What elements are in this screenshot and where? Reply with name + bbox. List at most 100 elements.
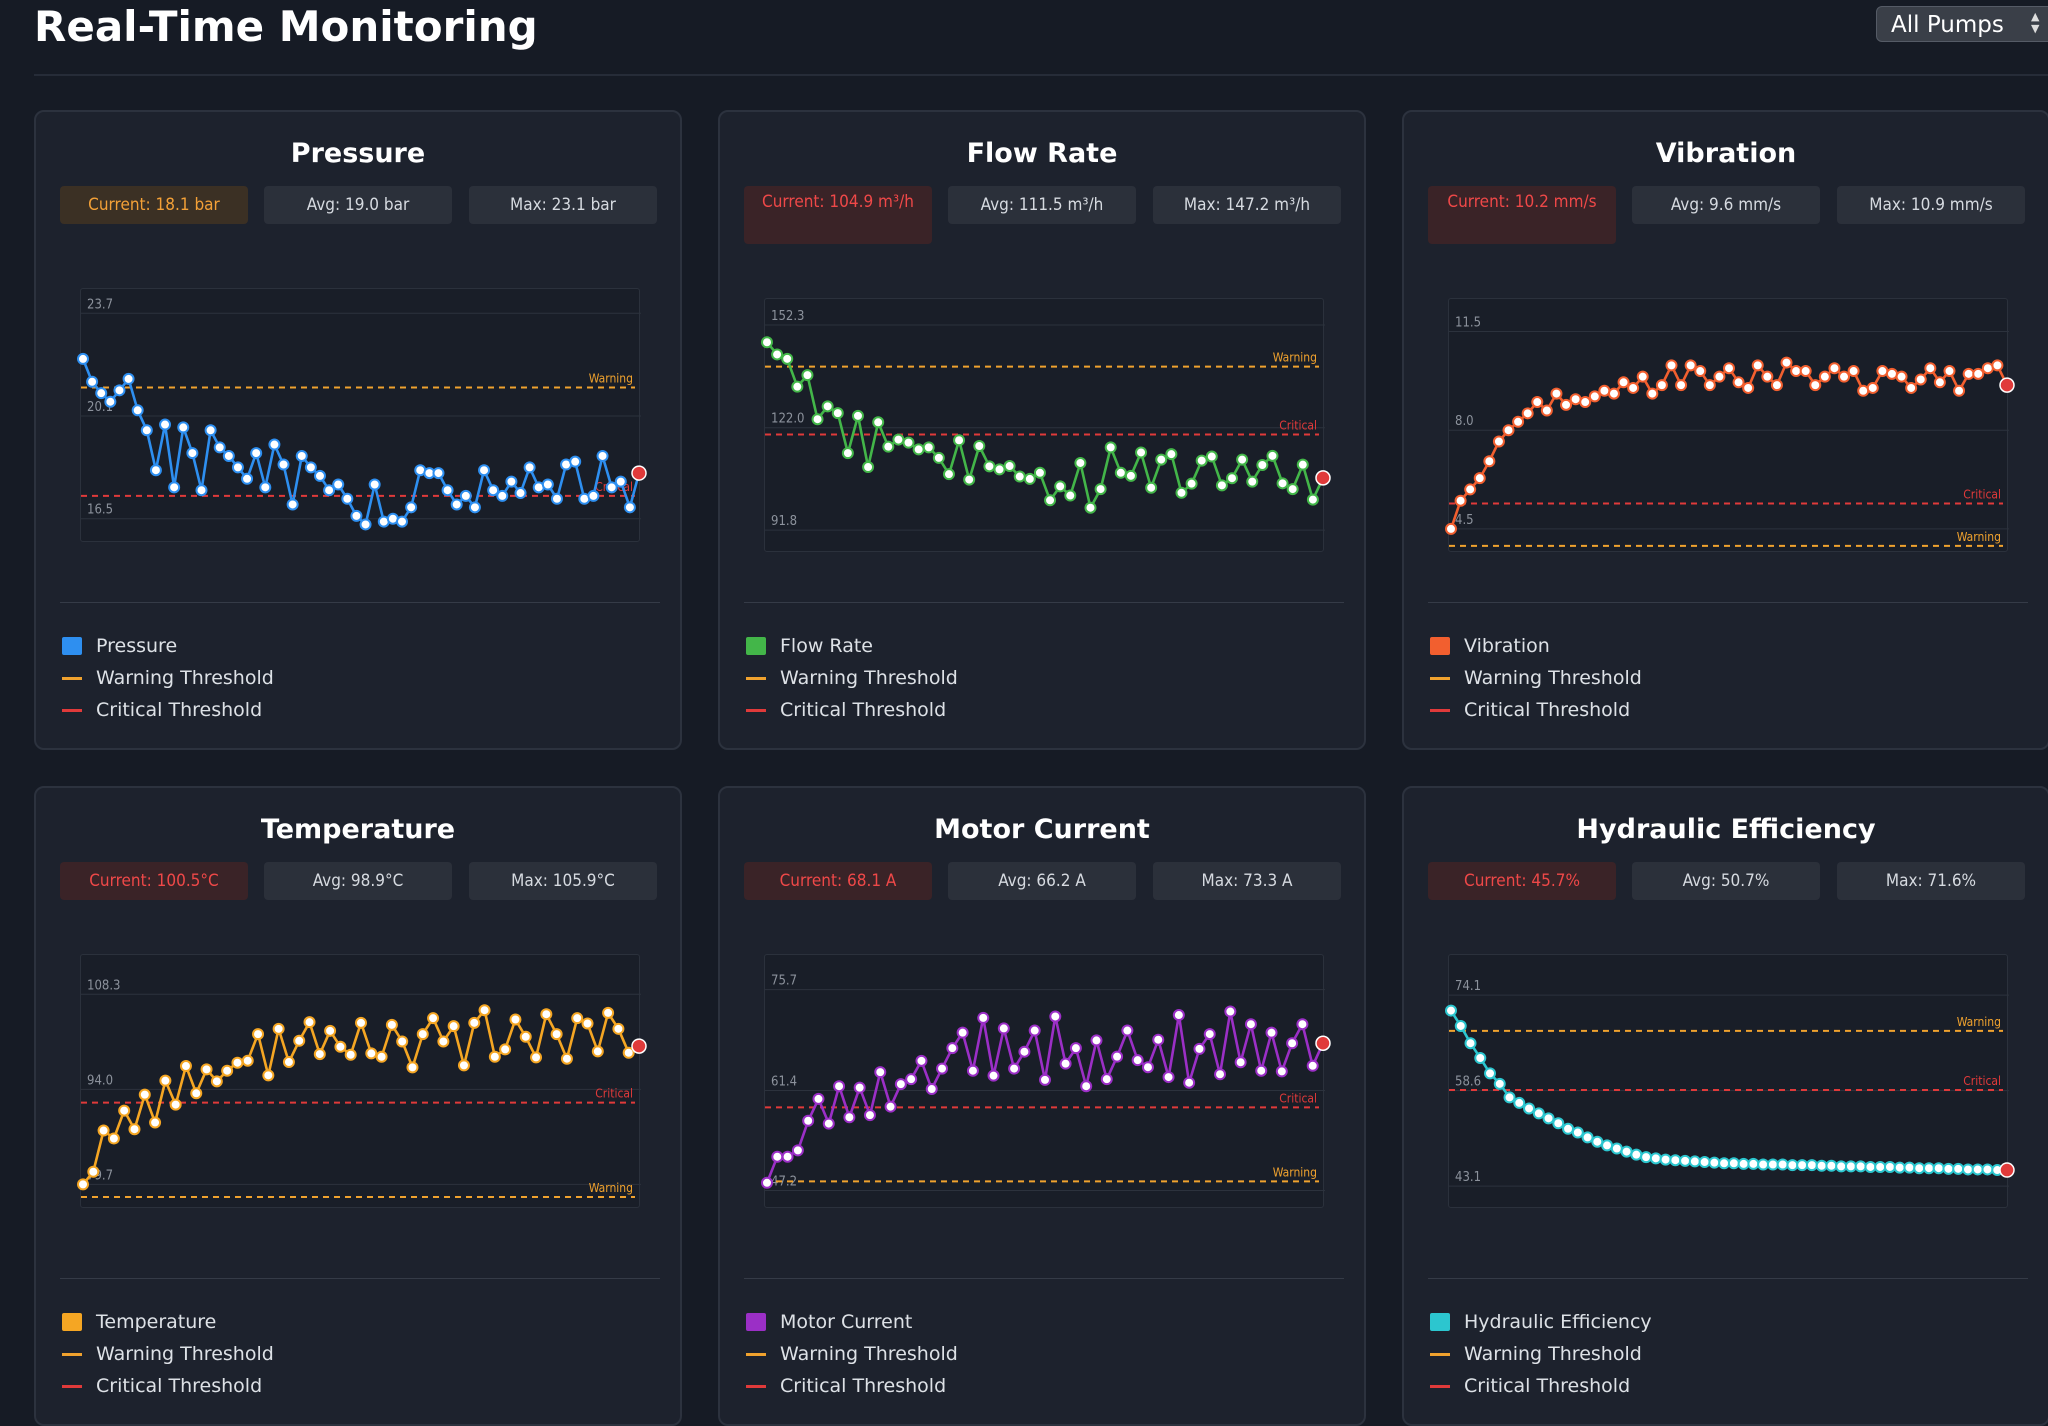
critical-line-icon — [1430, 709, 1450, 712]
series-swatch-icon — [62, 637, 82, 655]
data-point — [831, 407, 844, 420]
data-point — [987, 1069, 1000, 1082]
data-point — [1275, 1065, 1288, 1078]
pump-select[interactable]: All Pumps ▲ ▼ — [1876, 6, 2048, 42]
legend-item-critical[interactable]: Critical Threshold — [62, 1370, 274, 1402]
data-point — [963, 473, 976, 486]
chart-vibration[interactable]: 11.5 8.0 4.5 Critical Warning — [1445, 298, 2015, 552]
data-point — [1049, 1010, 1062, 1023]
data-point — [993, 463, 1006, 476]
data-point — [1080, 1080, 1093, 1093]
chart-temperature[interactable]: 108.3 94.0 79.7 Critical Warning — [77, 954, 647, 1208]
data-point — [427, 1012, 440, 1025]
data-point — [1838, 370, 1851, 383]
data-point — [1857, 384, 1870, 397]
legend-item-critical[interactable]: Critical Threshold — [1430, 694, 1642, 726]
legend-item-series[interactable]: Hydraulic Efficiency — [1430, 1306, 1652, 1338]
warning-line-icon — [1430, 1353, 1450, 1356]
data-point — [1003, 460, 1016, 473]
data-point — [77, 352, 89, 365]
data-point — [1236, 453, 1249, 466]
data-point — [86, 375, 99, 388]
legend-item-series[interactable]: Flow Rate — [746, 630, 958, 662]
chart-motor-current[interactable]: 75.7 61.4 47.2 Critical Warning — [761, 954, 1331, 1208]
legend-item-critical[interactable]: Critical Threshold — [62, 694, 274, 726]
critical-threshold-label: Critical — [1963, 488, 2001, 502]
data-point — [1155, 453, 1168, 466]
data-point — [1903, 1161, 1916, 1174]
data-point — [1445, 1004, 1457, 1017]
data-point — [1141, 1061, 1154, 1074]
legend-item-series[interactable]: Temperature — [62, 1306, 274, 1338]
data-point — [1828, 362, 1841, 375]
data-point — [1675, 379, 1688, 392]
data-point — [499, 1043, 512, 1056]
data-point — [953, 434, 966, 447]
data-point — [1121, 1024, 1134, 1037]
data-point — [905, 1073, 918, 1086]
data-point — [1172, 1009, 1185, 1022]
data-point — [323, 484, 336, 497]
chart-flow-rate[interactable]: 152.3 122.0 91.8 Warning Critical — [761, 298, 1331, 552]
stat-max: Max: 23.1 bar — [469, 186, 657, 224]
series-swatch-icon — [746, 1313, 766, 1331]
legend-item-warning[interactable]: Warning Threshold — [746, 1338, 958, 1370]
data-point — [1195, 454, 1208, 467]
y-tick-label: 122.0 — [771, 412, 804, 427]
data-point — [1655, 379, 1668, 392]
data-point — [107, 1132, 120, 1145]
data-point — [1013, 470, 1026, 483]
data-point — [791, 380, 804, 393]
data-point — [1713, 370, 1726, 383]
card-title: Hydraulic Efficiency — [1576, 814, 1876, 845]
legend-item-warning[interactable]: Warning Threshold — [746, 662, 958, 694]
warning-line-icon — [62, 677, 82, 680]
data-point — [973, 440, 986, 453]
legend-item-warning[interactable]: Warning Threshold — [1430, 1338, 1652, 1370]
data-point — [791, 1144, 804, 1157]
y-tick-label: 4.5 — [1455, 513, 1474, 528]
data-point — [272, 1022, 285, 1035]
data-point — [241, 472, 254, 485]
warning-threshold-label: Warning — [1957, 1015, 2001, 1029]
data-point — [1226, 472, 1239, 485]
legend-item-series[interactable]: Vibration — [1430, 630, 1642, 662]
data-point — [1215, 479, 1228, 492]
legend-item-critical[interactable]: Critical Threshold — [746, 694, 958, 726]
data-point — [416, 1028, 429, 1041]
chart-pressure[interactable]: 23.720.116.5WarningCritical — [77, 288, 647, 542]
legend-item-critical[interactable]: Critical Threshold — [1430, 1370, 1652, 1402]
critical-threshold-label: Critical — [1279, 1091, 1317, 1105]
data-point — [997, 1022, 1010, 1035]
legend-item-series[interactable]: Pressure — [62, 630, 274, 662]
series-swatch-icon — [1430, 1313, 1450, 1331]
data-point — [179, 1060, 192, 1073]
data-point — [1540, 404, 1553, 417]
data-point — [1866, 381, 1879, 394]
data-point — [811, 413, 824, 426]
data-point — [169, 1098, 182, 1111]
legend-item-warning[interactable]: Warning Threshold — [1430, 662, 1642, 694]
data-point — [118, 1104, 131, 1117]
chart-hydraulic-efficiency[interactable]: 74.1 58.6 43.1 Warning Critical — [1445, 954, 2015, 1208]
stat-average: Avg: 66.2 A — [948, 862, 1136, 900]
critical-line-icon — [746, 709, 766, 712]
data-point — [802, 1114, 815, 1127]
data-point — [1033, 466, 1046, 479]
data-point — [571, 1012, 584, 1025]
legend-item-critical[interactable]: Critical Threshold — [746, 1370, 958, 1402]
legend-item-series[interactable]: Motor Current — [746, 1306, 958, 1338]
data-point — [200, 1063, 213, 1076]
data-point — [334, 1040, 347, 1053]
legend-label: Flow Rate — [780, 635, 873, 657]
data-point — [1620, 1145, 1633, 1158]
y-tick-label: 16.5 — [87, 503, 113, 518]
data-point — [892, 433, 905, 446]
data-point — [956, 1026, 969, 1039]
critical-threshold-label: Critical — [1963, 1074, 2001, 1088]
data-point — [1818, 370, 1831, 383]
data-point-current — [631, 1038, 647, 1054]
data-point — [925, 1083, 938, 1096]
legend-item-warning[interactable]: Warning Threshold — [62, 662, 274, 694]
legend-item-warning[interactable]: Warning Threshold — [62, 1338, 274, 1370]
